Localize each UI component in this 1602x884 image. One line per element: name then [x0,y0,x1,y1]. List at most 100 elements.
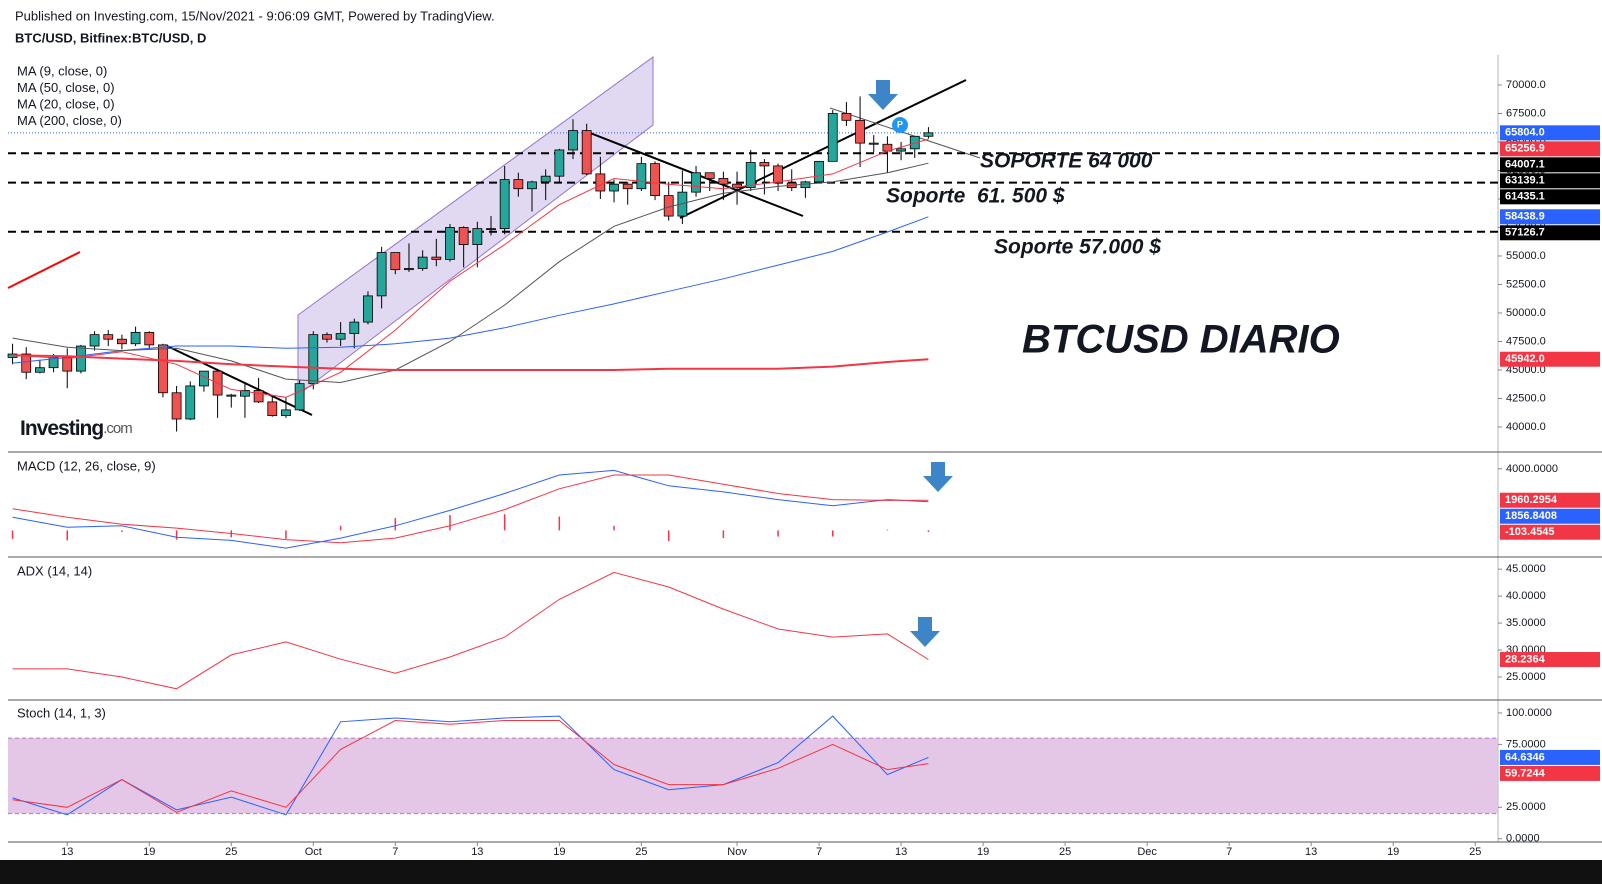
x-tick-label: 25 [635,846,647,858]
trend-line [7,251,81,289]
candle-body [691,172,701,193]
price-tag-label: 28.2364 [1505,653,1546,665]
series-line [12,715,929,816]
annotation: Soporte 61. 500 $ [886,185,1065,208]
x-tick-label: 13 [1305,846,1317,858]
trend-line [679,79,967,219]
candle-body [636,163,647,190]
candle-body [281,409,291,416]
candle-body [253,390,264,403]
candle-body [581,130,592,175]
bottom-bar [0,860,1602,884]
published-note: Published on Investing.com, 15/Nov/2021 … [15,8,495,23]
candle-body [103,334,114,340]
x-tick-label: 25 [1059,846,1071,858]
candle-body [868,142,879,145]
x-tick-label: Nov [727,846,747,858]
pane-title: ADX (14, 14) [17,563,92,578]
candle-body [34,367,45,373]
candle-body [732,183,742,188]
down-arrow [868,80,898,110]
publish-marker-icon: P [897,119,903,129]
price-tag [1500,157,1600,173]
candle-body [704,172,715,179]
candle-body [827,113,838,162]
x-tick-label: 19 [553,846,565,858]
price-tag [1500,749,1600,765]
legend-entry: MA (20, close, 0) [17,96,115,111]
legend-entry: MA (50, close, 0) [17,80,115,95]
price-tag-label: 63139.1 [1505,175,1545,187]
candle-body [158,344,168,394]
candle-body [171,392,182,420]
candle-body [773,165,783,184]
y-tick-label: 75.0000 [1506,738,1546,750]
series-line [12,719,929,813]
price-tag [1500,492,1600,508]
y-tick-label: 47500.0 [1506,335,1546,347]
candle-body [376,252,387,297]
y-tick-label: 70000.0 [1506,79,1546,91]
price-tag [1500,351,1600,367]
candle-body [622,183,633,190]
price-tag [1500,189,1600,205]
candle-body [417,256,428,269]
y-tick-label: 0.0000 [1506,833,1540,845]
y-tick-label: 45000.0 [1506,364,1546,376]
price-tag-label: 58438.9 [1505,211,1545,223]
x-tick-label: 19 [977,846,989,858]
publish-marker [892,117,908,133]
y-tick-label: 40.0000 [1506,590,1546,602]
series-line [12,474,929,544]
candle-body [718,178,729,185]
candle-body [240,390,250,397]
y-tick-label: 4000.0000 [1506,463,1558,475]
price-tag-label: 61435.1 [1505,191,1545,203]
logo-brand: Investing [20,417,103,440]
series-line [12,138,929,398]
candle-body [513,179,524,190]
y-tick-label: 52500.0 [1506,278,1546,290]
y-tick-label: 25.0000 [1506,801,1546,813]
price-tag-label: 64.6346 [1505,751,1545,763]
candle-body [21,353,32,373]
price-tag [1500,652,1600,668]
price-tag-label: -103.4545 [1505,526,1555,538]
candle-body [677,191,688,217]
price-tag-label: 65256.9 [1505,143,1545,155]
price-tag [1500,173,1600,189]
price-tag [1500,141,1600,157]
candle-body [595,173,606,192]
candle-body [76,345,86,372]
y-tick-label: 67500.0 [1506,107,1546,119]
y-tick-label: 55000.0 [1506,250,1546,262]
price-tag-label: 64007.1 [1505,159,1545,171]
x-tick-label: 13 [471,846,483,858]
candle-body [363,295,373,323]
y-tick-label: 50000.0 [1506,307,1546,319]
price-tag [1500,225,1600,241]
candle-body [226,394,237,397]
y-tick-label: 42500.0 [1506,392,1546,404]
price-tag-label: 59.7244 [1505,767,1546,779]
price-tag-label: 45942.0 [1505,353,1545,365]
price-tag-label: 1856.8408 [1505,510,1557,522]
series-line [12,216,929,364]
candle-body [855,119,865,144]
x-tick-label: 13 [895,846,907,858]
channel [297,56,654,397]
candle-body [458,227,469,245]
logo: Investing.com [20,417,132,440]
series-line [12,354,929,371]
y-tick-label: 100.0000 [1506,707,1552,719]
candle-body [896,148,906,152]
y-tick-label: 45.0000 [1506,563,1546,575]
annotation: Soporte 57.000 $ [994,236,1161,259]
series-line [12,571,929,690]
candle-body [431,256,442,260]
data-layer: 40000.0 42500.0 45000.0 47500.0 50000.0 52500… [7,55,1602,858]
annotation: BTCUSD DIARIO [1022,318,1340,362]
logo-suffix: .com [103,420,132,437]
price-tag-label: 1960.2954 [1505,494,1558,506]
